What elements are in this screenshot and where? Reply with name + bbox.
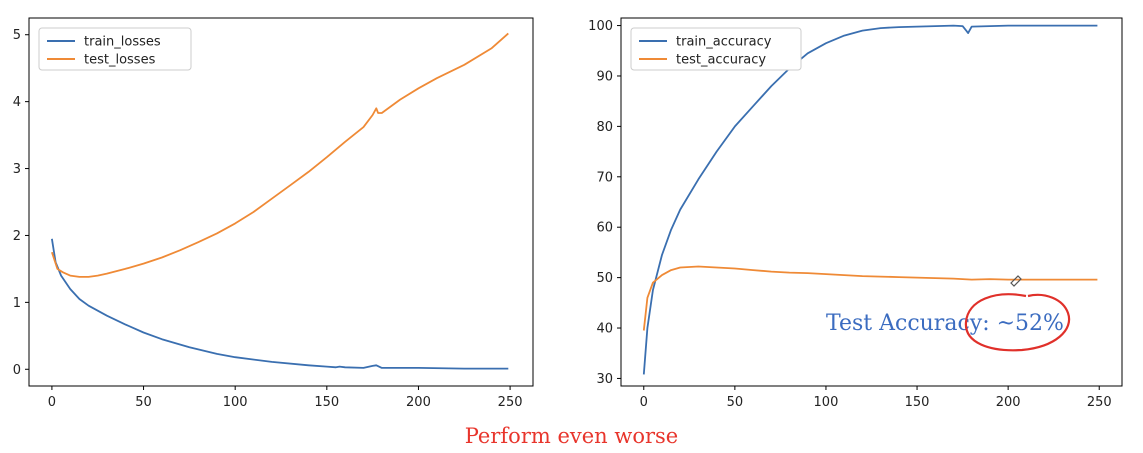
legend-label: test_accuracy — [676, 53, 766, 68]
y-tick-label: 100 — [588, 19, 613, 34]
axes-frame — [620, 17, 1123, 387]
legend: train_losses test_losses — [38, 27, 192, 71]
x-tick-label: 50 — [727, 395, 744, 410]
legend-label: test_losses — [84, 53, 156, 68]
legend-box — [38, 27, 192, 71]
caption: Perform even worse — [464, 424, 679, 448]
legend: train_accuracy test_accuracy — [630, 27, 802, 71]
x-tick-label: 200 — [406, 395, 431, 410]
annotation-circle — [964, 293, 1071, 352]
test-accuracy-annotation: Test Accuracy: ~52% — [826, 275, 1071, 352]
y-tick-label: 50 — [596, 271, 613, 286]
loss-chart: 0 50 100 150 200 250 0 1 2 3 4 5 train_losses test_lo… — [13, 17, 534, 410]
annotation-text: Test Accuracy: ~52% — [826, 311, 1064, 336]
y-tick-label: 80 — [596, 120, 613, 135]
y-tick-label: 5 — [13, 28, 21, 43]
y-tick-label: 30 — [596, 372, 613, 387]
y-tick-label: 90 — [596, 69, 613, 84]
x-tick-label: 100 — [814, 395, 839, 410]
y-tick-label: 70 — [596, 170, 613, 185]
y-tick-label: 2 — [13, 229, 21, 244]
x-tick-label: 150 — [314, 395, 339, 410]
x-tick-label: 150 — [905, 395, 930, 410]
series-line-train_accuracy — [642, 24, 1098, 375]
accuracy-chart: 0 50 100 150 200 250 30 40 50 60 70 80 90 100 train_ac… — [588, 17, 1123, 410]
y-tick-label: 4 — [13, 95, 21, 110]
series-line-test_losses — [51, 32, 509, 278]
annotation-pen-mark — [1010, 275, 1022, 287]
legend-label: train_accuracy — [676, 35, 772, 50]
y-tick-label: 40 — [596, 322, 613, 337]
x-tick-label: 250 — [498, 395, 523, 410]
x-tick-label: 50 — [135, 395, 152, 410]
legend-box — [630, 27, 802, 71]
x-tick-label: 250 — [1087, 395, 1112, 410]
x-tick-label: 0 — [640, 395, 648, 410]
axes-frame — [28, 17, 534, 387]
y-tick-label: 1 — [13, 296, 21, 311]
series-line-train_losses — [51, 238, 509, 370]
y-tick-label: 0 — [13, 363, 21, 378]
series-line-test_accuracy — [642, 265, 1098, 331]
x-tick-label: 200 — [996, 395, 1021, 410]
x-tick-label: 100 — [223, 395, 248, 410]
legend-label: train_losses — [84, 35, 161, 50]
x-tick-label: 0 — [48, 395, 56, 410]
y-tick-label: 3 — [13, 162, 21, 177]
y-tick-label: 60 — [596, 221, 613, 236]
